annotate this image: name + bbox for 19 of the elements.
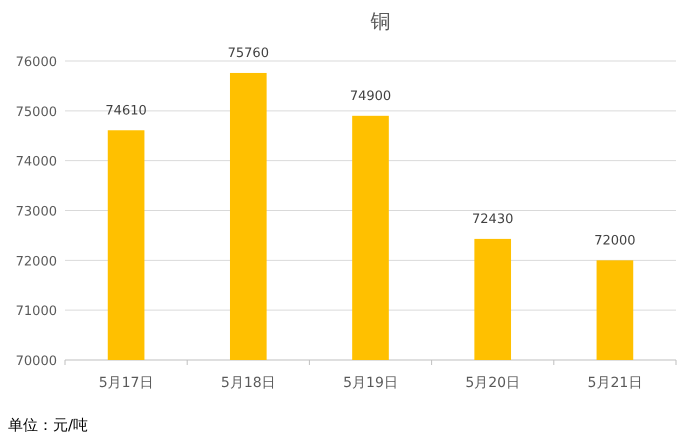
data-label: 72000 — [594, 233, 636, 248]
chart-title: 铜 — [370, 9, 390, 33]
x-tick-label: 5月19日 — [343, 375, 398, 391]
data-label: 75760 — [228, 46, 269, 61]
y-tick-label: 72000 — [16, 254, 57, 270]
y-tick-label: 75000 — [16, 104, 57, 120]
data-label: 74900 — [350, 88, 392, 104]
data-label: 74610 — [105, 103, 147, 118]
x-tick-label: 5月21日 — [588, 375, 642, 391]
y-tick-label: 73000 — [16, 204, 57, 220]
x-tick-label: 5月20日 — [465, 375, 520, 391]
y-tick-label: 74000 — [16, 154, 57, 170]
x-tick-label: 5月17日 — [98, 375, 154, 391]
y-tick-label: 76000 — [16, 55, 57, 70]
y-tick-label: 71000 — [16, 304, 57, 320]
data-label: 72430 — [472, 212, 514, 227]
x-tick-label: 5月18日 — [220, 375, 276, 391]
text: 单位：元/吨 — [8, 416, 88, 434]
y-tick-label: 70000 — [16, 354, 57, 369]
